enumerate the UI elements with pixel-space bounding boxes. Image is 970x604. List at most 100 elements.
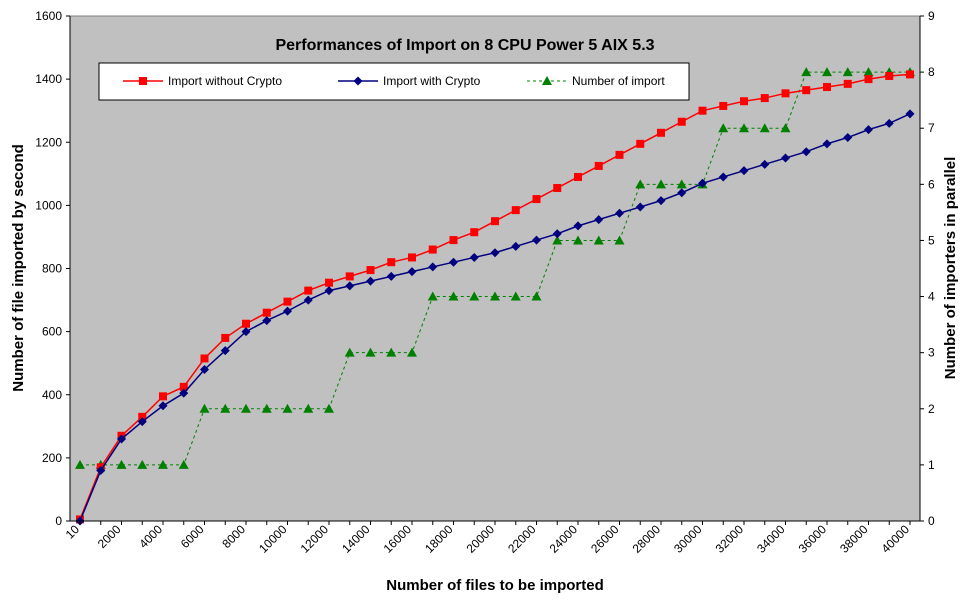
data-point xyxy=(593,235,604,245)
data-point xyxy=(635,202,645,212)
data-point xyxy=(75,459,85,469)
data-point xyxy=(843,133,853,143)
data-point xyxy=(698,178,707,188)
x-tick-label: 36000 xyxy=(796,522,830,556)
data-point xyxy=(676,179,687,189)
data-point xyxy=(532,195,541,204)
data-point xyxy=(304,286,313,295)
data-point xyxy=(241,403,251,413)
y-axis-title: Number of file imported by second xyxy=(10,144,27,392)
data-point xyxy=(408,253,416,262)
data-point xyxy=(635,179,646,189)
data-point xyxy=(366,266,375,275)
y2-tick-label: 3 xyxy=(928,346,935,360)
data-point xyxy=(594,161,603,170)
data-point xyxy=(801,67,812,77)
data-point xyxy=(469,252,479,262)
data-point xyxy=(636,139,645,148)
data-point xyxy=(407,267,417,277)
y-tick-label: 1400 xyxy=(35,72,62,86)
data-point xyxy=(842,67,853,77)
x-tick-label: 20000 xyxy=(464,522,498,556)
legend: Import without Crypto Import with Crypto N… xyxy=(98,62,690,101)
y-tick-label: 400 xyxy=(42,388,62,402)
data-point xyxy=(574,172,582,181)
x-tick-label: 22000 xyxy=(505,522,539,556)
data-point xyxy=(781,153,790,163)
data-point xyxy=(594,215,604,225)
legend-item: Number of import xyxy=(527,74,665,88)
y-tick-label: 1600 xyxy=(35,9,62,23)
data-point xyxy=(510,291,521,301)
y2-tick-label: 2 xyxy=(928,402,935,416)
data-point xyxy=(884,118,894,128)
data-point xyxy=(178,459,189,469)
data-point xyxy=(780,123,791,133)
x-tick-label: 26000 xyxy=(588,522,622,556)
data-point xyxy=(428,245,437,254)
x-tick-label: 34000 xyxy=(754,522,788,556)
legend-label: Import with Crypto xyxy=(383,74,481,88)
legend-box xyxy=(98,62,690,101)
data-point xyxy=(241,327,251,337)
data-point xyxy=(657,128,665,137)
y2-tick-label: 7 xyxy=(928,121,935,135)
y2-tick-label: 1 xyxy=(928,458,935,472)
data-point xyxy=(843,79,852,88)
legend-marker xyxy=(139,77,147,85)
data-point xyxy=(718,172,728,182)
data-point xyxy=(905,109,915,119)
legend-label: Number of import xyxy=(572,74,665,88)
data-point xyxy=(552,229,562,239)
data-point xyxy=(614,235,625,245)
data-point xyxy=(428,262,438,272)
data-point xyxy=(220,346,230,356)
y2-tick-label: 9 xyxy=(928,9,935,23)
data-point xyxy=(325,278,333,287)
y2-tick-label: 0 xyxy=(928,514,935,528)
data-point xyxy=(242,319,250,328)
legend-items: Import without Crypto Import with Crypto N… xyxy=(123,74,665,88)
data-point xyxy=(200,354,209,363)
data-point xyxy=(656,179,666,189)
x-tick-label: 6000 xyxy=(178,522,207,551)
x-tick-label: 10000 xyxy=(256,522,290,556)
data-point xyxy=(387,258,396,267)
data-point xyxy=(303,403,314,413)
data-point xyxy=(116,459,127,469)
data-point xyxy=(864,75,873,84)
data-point xyxy=(822,139,832,149)
data-point xyxy=(220,403,231,413)
data-point xyxy=(740,97,748,106)
data-point xyxy=(511,206,520,215)
data-point xyxy=(282,403,293,413)
legend-marker xyxy=(542,76,552,85)
data-point xyxy=(801,147,811,157)
y2-tick-label: 6 xyxy=(928,177,935,191)
data-point xyxy=(159,392,167,401)
data-point xyxy=(511,241,521,251)
data-point xyxy=(491,217,499,226)
data-point xyxy=(739,123,749,133)
data-point xyxy=(573,221,583,231)
data-point xyxy=(552,235,563,245)
x-tick-label: 12000 xyxy=(298,522,332,556)
data-point xyxy=(656,196,666,206)
series-number-of-import xyxy=(75,67,915,469)
data-point xyxy=(718,123,729,133)
data-point xyxy=(531,291,542,301)
data-point xyxy=(615,150,624,159)
data-point xyxy=(864,125,873,135)
data-point xyxy=(365,347,376,357)
y2-axis-title: Number of importers in parallel xyxy=(942,157,959,380)
data-point xyxy=(221,333,230,342)
data-point xyxy=(96,466,106,475)
data-point xyxy=(719,101,728,110)
data-point xyxy=(386,347,397,357)
data-point xyxy=(345,281,355,291)
y-tick-label: 1200 xyxy=(35,135,62,149)
x-tick-label: 10 xyxy=(63,522,83,542)
data-point xyxy=(158,459,168,469)
data-point xyxy=(677,117,686,126)
data-point xyxy=(366,276,375,286)
